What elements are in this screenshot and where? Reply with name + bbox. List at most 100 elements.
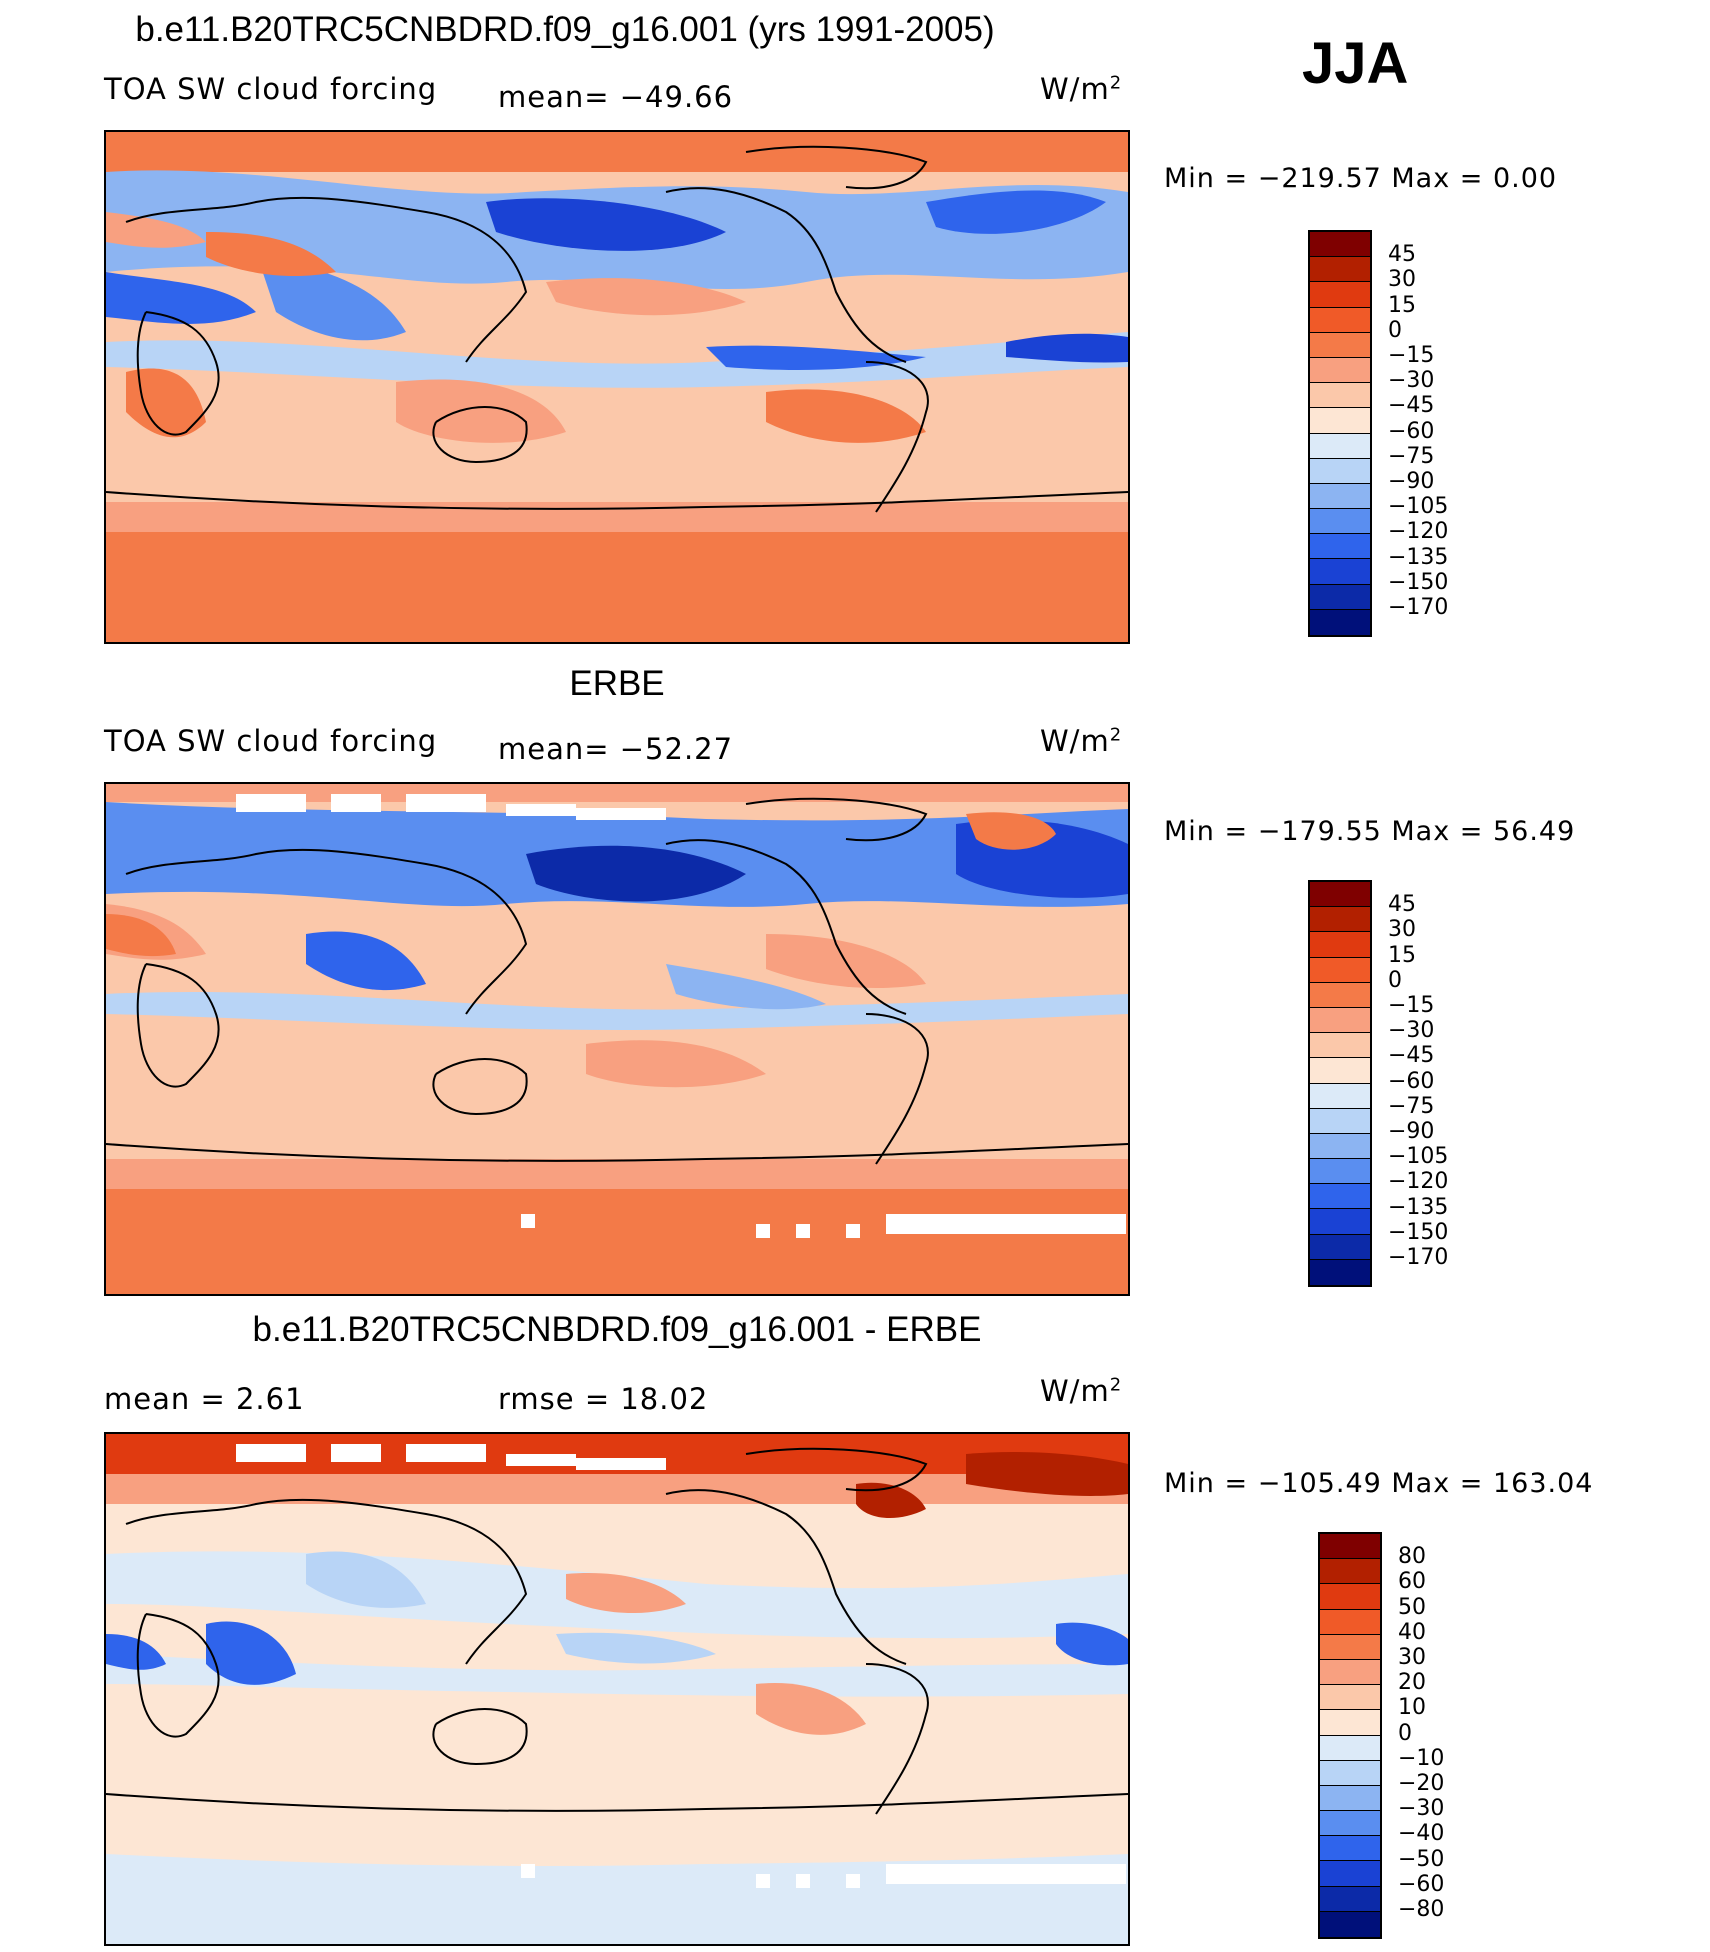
colorbar-swatch — [1320, 1584, 1380, 1610]
panel1-variable-label: TOA SW cloud forcing — [104, 72, 438, 106]
colorbar-swatch — [1310, 1234, 1370, 1260]
colorbar-tick-label: −170 — [1388, 1245, 1449, 1270]
colorbar-tick-label: 60 — [1398, 1569, 1426, 1595]
panel1-title: b.e11.B20TRC5CNBDRD.f09_g16.001 (yrs 199… — [135, 10, 995, 49]
panel2-mean: mean= −52.27 — [498, 732, 734, 766]
colorbar-swatch — [1310, 1108, 1370, 1134]
colorbar-tick-label: −80 — [1398, 1897, 1445, 1922]
colorbar-swatch — [1310, 1033, 1370, 1059]
colorbar-tick-label: 10 — [1398, 1695, 1426, 1721]
panel3-units: W/m2 — [1040, 1374, 1123, 1408]
colorbar-swatch — [1320, 1559, 1380, 1585]
colorbar-swatch — [1310, 1058, 1370, 1084]
colorbar-swatch — [1310, 609, 1370, 635]
colorbar-tick-label: −30 — [1388, 1018, 1435, 1044]
colorbar-swatch — [1310, 559, 1370, 585]
colorbar-tick-label: −45 — [1388, 1043, 1435, 1069]
colorbar-swatch — [1320, 1861, 1380, 1887]
colorbar-swatch — [1310, 357, 1370, 384]
colorbar-tick-label: 0 — [1388, 967, 1402, 993]
panel3-title: b.e11.B20TRC5CNBDRD.f09_g16.001 - ERBE — [252, 1310, 982, 1349]
colorbar-tick-label: −90 — [1388, 1119, 1435, 1144]
colorbar-swatch — [1310, 1083, 1370, 1109]
panel1-map — [104, 130, 1130, 644]
colorbar-swatch — [1320, 1836, 1380, 1862]
colorbar-swatch — [1320, 1785, 1380, 1812]
colorbar-tick-label: −90 — [1388, 469, 1435, 494]
panel3-field — [106, 1434, 1128, 1944]
colorbar-tick-label: −15 — [1388, 993, 1435, 1018]
colorbar-tick-label: 0 — [1388, 317, 1402, 343]
colorbar-swatch — [1310, 1184, 1370, 1210]
colorbar-swatch — [1310, 408, 1370, 434]
colorbar-swatch — [1310, 509, 1370, 535]
colorbar-tick-label: 50 — [1398, 1594, 1426, 1620]
colorbar-tick-label: −15 — [1388, 343, 1435, 368]
panel1-minmax: Min = −219.57 Max = 0.00 — [1164, 163, 1558, 194]
colorbar-tick-label: −20 — [1398, 1771, 1445, 1796]
colorbar-tick-label: −75 — [1388, 443, 1435, 469]
colorbar-tick-label: −105 — [1388, 1144, 1449, 1170]
colorbar-swatch — [1320, 1609, 1380, 1635]
colorbar-swatch — [1310, 534, 1370, 560]
panel2-minmax: Min = −179.55 Max = 56.49 — [1164, 816, 1576, 847]
colorbar-swatch — [1320, 1811, 1380, 1837]
colorbar-tick-label: 45 — [1388, 892, 1416, 918]
colorbar-swatch — [1310, 1209, 1370, 1235]
panel2-field — [106, 784, 1128, 1294]
colorbar-tick-label: −170 — [1388, 595, 1449, 620]
colorbar-tick-label: −120 — [1388, 1169, 1449, 1195]
colorbar-tick-label: −135 — [1388, 1194, 1449, 1220]
colorbar-tick-label: −30 — [1388, 368, 1435, 394]
panel2-variable-label: TOA SW cloud forcing — [104, 724, 438, 758]
panel1-mean: mean= −49.66 — [498, 80, 734, 114]
colorbar-swatch — [1310, 882, 1370, 908]
colorbar-tick-label: −150 — [1388, 569, 1449, 595]
colorbar-tick-label: −30 — [1398, 1796, 1445, 1822]
colorbar-swatch — [1320, 1911, 1380, 1937]
colorbar-tick-label: 20 — [1398, 1670, 1426, 1696]
panel1-units: W/m2 — [1040, 72, 1123, 106]
colorbar-swatch — [1310, 982, 1370, 1008]
colorbar-swatch — [1310, 332, 1370, 358]
colorbar-tick-label: 40 — [1398, 1619, 1426, 1645]
panel3-map — [104, 1432, 1130, 1946]
colorbar-swatch — [1310, 957, 1370, 983]
colorbar-tick-label: −60 — [1398, 1871, 1445, 1897]
colorbar-tick-label: 30 — [1388, 267, 1416, 293]
panel3-minmax: Min = −105.49 Max = 163.04 — [1164, 1468, 1594, 1499]
colorbar-swatch — [1310, 1007, 1370, 1034]
colorbar-tick-label: −40 — [1398, 1821, 1445, 1847]
colorbar-tick-label: 80 — [1398, 1544, 1426, 1570]
panel2-title: ERBE — [569, 664, 665, 703]
colorbar-tick-label: 30 — [1398, 1645, 1426, 1670]
colorbar-swatch — [1310, 1159, 1370, 1185]
colorbar-tick-label: −120 — [1388, 519, 1449, 545]
colorbar-swatch — [1320, 1634, 1380, 1660]
panel2-units: W/m2 — [1040, 724, 1123, 758]
season-label: JJA — [1302, 31, 1409, 96]
colorbar-tick-label: −50 — [1398, 1846, 1445, 1872]
colorbar-swatch — [1320, 1710, 1380, 1736]
colorbar-tick-label: 45 — [1388, 242, 1416, 268]
colorbar-tick-label: −150 — [1388, 1219, 1449, 1245]
panel3-mean: mean = 2.61 — [104, 1382, 305, 1416]
colorbar-swatch — [1320, 1735, 1380, 1761]
colorbar-tick-label: −135 — [1388, 544, 1449, 570]
colorbar-tick-label: 0 — [1398, 1720, 1412, 1746]
colorbar-swatch — [1310, 584, 1370, 610]
colorbar-tick-label: −45 — [1388, 393, 1435, 419]
colorbar-swatch — [1310, 307, 1370, 333]
colorbar-swatch — [1310, 257, 1370, 283]
panel2-map — [104, 782, 1130, 1296]
panel2-colorbar-swatches — [1308, 880, 1372, 1287]
colorbar-swatch — [1310, 282, 1370, 308]
panel1-field — [106, 132, 1128, 642]
colorbar-tick-label: −10 — [1398, 1745, 1445, 1771]
colorbar-swatch — [1310, 232, 1370, 258]
colorbar-swatch — [1310, 383, 1370, 409]
colorbar-swatch — [1320, 1659, 1380, 1686]
colorbar-tick-label: 15 — [1388, 942, 1416, 968]
colorbar-tick-label: −60 — [1388, 1068, 1435, 1094]
colorbar-tick-label: −75 — [1388, 1093, 1435, 1119]
